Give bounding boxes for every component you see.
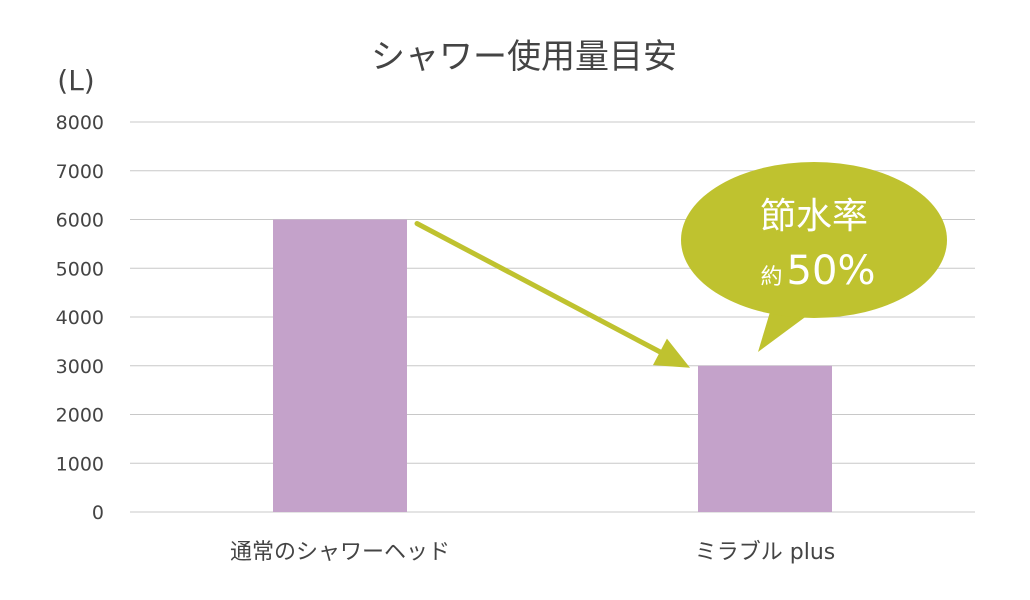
chart-title: シャワー使用量目安 [371,37,677,77]
y-tick-label: 7000 [56,161,104,183]
callout-value-line: 約 50% [761,248,876,294]
y-tick-label: 3000 [56,356,104,378]
gridlines [130,121,975,513]
y-axis-unit: (L) [57,64,94,97]
y-tick-label: 1000 [56,453,104,475]
arrow-shaft [414,221,663,355]
callout-pointer [758,312,812,352]
bars [273,219,832,512]
callout-percent: 50% [787,248,876,294]
y-tick-label: 6000 [56,210,104,232]
arrow-head [652,338,690,368]
y-tick-label: 8000 [56,112,104,134]
y-axis-ticks: 0 1000 2000 3000 4000 5000 6000 7000 8000 [56,112,104,524]
x-category-label: 通常のシャワーヘッド [230,540,450,565]
callout-prefix: 約 [761,265,783,290]
y-tick-label: 2000 [56,405,104,427]
bar-2 [698,365,832,512]
bar-1 [273,219,407,512]
x-category-label: ミラブル plus [695,540,835,565]
callout-bubble [681,162,947,318]
callout-heading: 節水率 [760,196,868,237]
y-tick-label: 4000 [56,307,104,329]
x-axis-labels: 通常のシャワーヘッド ミラブル plus [230,540,835,565]
y-tick-label: 0 [92,502,104,524]
y-tick-label: 5000 [56,258,104,280]
reduction-arrow [414,221,690,368]
